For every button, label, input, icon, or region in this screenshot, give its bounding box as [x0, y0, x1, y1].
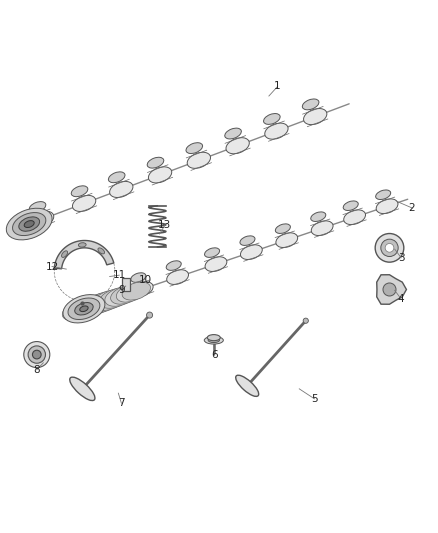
Ellipse shape — [111, 285, 141, 304]
Ellipse shape — [93, 290, 126, 310]
Text: 6: 6 — [212, 350, 218, 360]
Ellipse shape — [72, 196, 96, 212]
Text: 3: 3 — [398, 253, 405, 263]
Ellipse shape — [75, 303, 93, 315]
Ellipse shape — [77, 295, 110, 316]
Ellipse shape — [148, 167, 172, 183]
Ellipse shape — [376, 190, 391, 199]
Polygon shape — [377, 274, 406, 304]
Ellipse shape — [204, 336, 223, 344]
Ellipse shape — [187, 152, 211, 168]
Ellipse shape — [208, 338, 219, 343]
Ellipse shape — [186, 143, 202, 154]
Ellipse shape — [131, 282, 153, 296]
Text: 1: 1 — [274, 82, 281, 92]
Text: 4: 4 — [398, 294, 405, 304]
Ellipse shape — [82, 293, 115, 314]
Ellipse shape — [13, 213, 46, 236]
Ellipse shape — [62, 302, 92, 320]
Circle shape — [381, 239, 398, 256]
Text: 11: 11 — [113, 270, 126, 280]
Ellipse shape — [343, 201, 358, 211]
Ellipse shape — [147, 157, 164, 168]
Ellipse shape — [304, 109, 327, 125]
Text: 13: 13 — [158, 220, 171, 230]
Ellipse shape — [236, 375, 259, 397]
Ellipse shape — [311, 212, 326, 222]
Ellipse shape — [19, 217, 39, 231]
Circle shape — [147, 312, 152, 318]
Circle shape — [303, 318, 308, 324]
Text: 7: 7 — [118, 398, 125, 408]
Circle shape — [385, 244, 394, 252]
FancyBboxPatch shape — [122, 278, 130, 291]
Circle shape — [28, 346, 46, 364]
Text: 12: 12 — [46, 262, 59, 271]
Text: 9: 9 — [118, 285, 125, 295]
Ellipse shape — [265, 123, 288, 139]
Ellipse shape — [122, 282, 151, 300]
Ellipse shape — [205, 257, 227, 271]
Ellipse shape — [109, 172, 125, 183]
Ellipse shape — [88, 292, 120, 312]
Ellipse shape — [62, 251, 67, 257]
Ellipse shape — [70, 377, 95, 401]
Circle shape — [32, 350, 41, 359]
Ellipse shape — [302, 99, 319, 110]
Ellipse shape — [166, 261, 181, 270]
Ellipse shape — [63, 295, 105, 323]
Ellipse shape — [80, 306, 88, 312]
Ellipse shape — [167, 270, 188, 285]
Ellipse shape — [240, 236, 255, 245]
Ellipse shape — [6, 208, 52, 240]
Ellipse shape — [240, 245, 262, 260]
Ellipse shape — [99, 288, 131, 308]
Text: 8: 8 — [33, 365, 40, 375]
Circle shape — [375, 233, 404, 262]
Ellipse shape — [226, 138, 249, 154]
Ellipse shape — [71, 186, 88, 197]
Ellipse shape — [376, 199, 398, 214]
Ellipse shape — [110, 181, 133, 198]
Ellipse shape — [68, 298, 100, 319]
Ellipse shape — [29, 201, 46, 213]
Ellipse shape — [276, 224, 290, 233]
Ellipse shape — [105, 287, 136, 306]
Text: 10: 10 — [139, 274, 152, 285]
Text: 5: 5 — [311, 394, 318, 404]
Ellipse shape — [311, 221, 333, 236]
Polygon shape — [54, 240, 114, 269]
Ellipse shape — [72, 297, 104, 318]
Circle shape — [24, 342, 50, 368]
Ellipse shape — [78, 243, 86, 247]
Ellipse shape — [264, 114, 280, 124]
Ellipse shape — [205, 248, 219, 257]
Circle shape — [383, 283, 396, 296]
Ellipse shape — [24, 221, 34, 228]
Ellipse shape — [225, 128, 241, 139]
Ellipse shape — [31, 211, 54, 227]
Ellipse shape — [117, 284, 145, 302]
Text: 2: 2 — [409, 203, 415, 213]
Ellipse shape — [276, 233, 298, 247]
Ellipse shape — [131, 273, 146, 282]
Ellipse shape — [98, 248, 105, 254]
Ellipse shape — [207, 335, 220, 341]
Ellipse shape — [344, 210, 366, 224]
Ellipse shape — [67, 300, 98, 319]
